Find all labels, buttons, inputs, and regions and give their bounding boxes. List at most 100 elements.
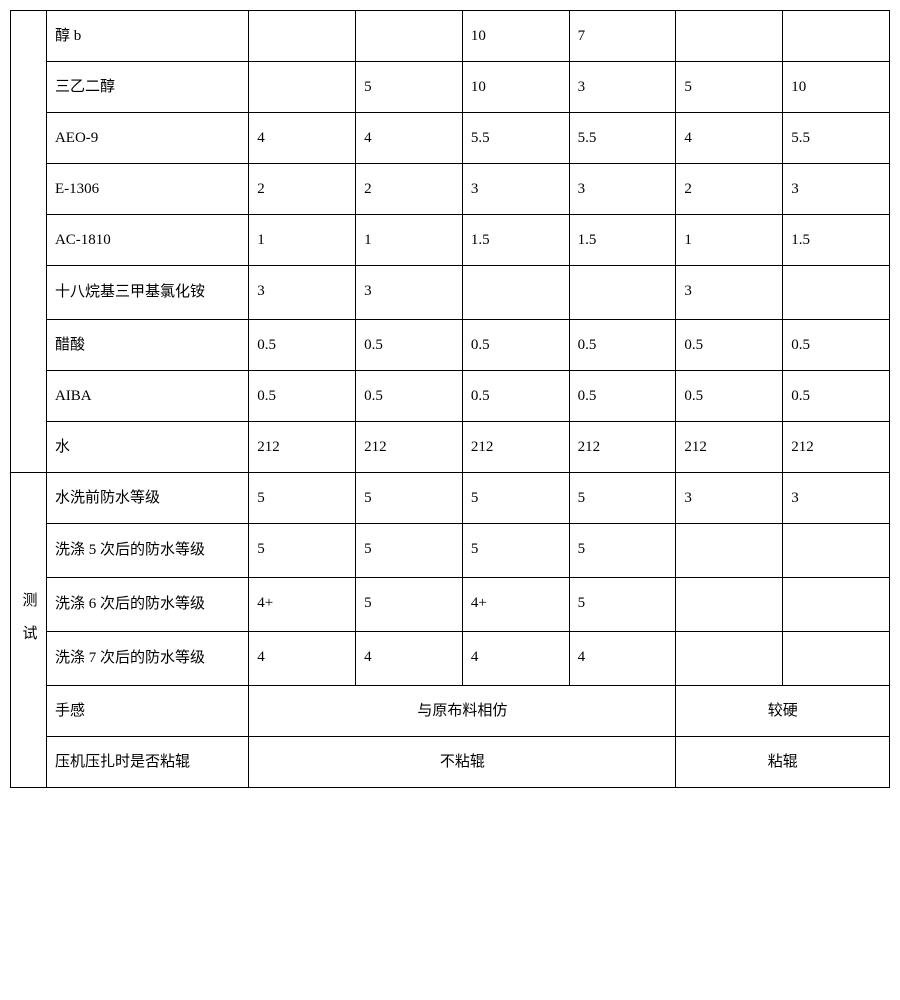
cell: 2 (249, 164, 356, 215)
cell: 1.5 (569, 215, 676, 266)
cell: 0.5 (356, 320, 463, 371)
cell: 0.5 (676, 320, 783, 371)
cell: 0.5 (462, 320, 569, 371)
cell (783, 266, 890, 320)
section1-label (11, 11, 47, 473)
cell: 4 (676, 113, 783, 164)
cell: 5 (356, 578, 463, 632)
row-name: 醋酸 (46, 320, 248, 371)
cell: 3 (783, 473, 890, 524)
merged-cell: 不粘辊 (249, 737, 676, 788)
cell: 3 (356, 266, 463, 320)
cell: 212 (569, 422, 676, 473)
cell: 7 (569, 11, 676, 62)
cell: 10 (462, 11, 569, 62)
cell: 3 (569, 164, 676, 215)
cell: 5 (356, 524, 463, 578)
row-name: E-1306 (46, 164, 248, 215)
cell: 212 (249, 422, 356, 473)
cell: 10 (783, 62, 890, 113)
cell: 1.5 (462, 215, 569, 266)
cell: 10 (462, 62, 569, 113)
cell (783, 632, 890, 686)
row-name: 醇 b (46, 11, 248, 62)
cell: 5.5 (783, 113, 890, 164)
cell: 0.5 (249, 320, 356, 371)
cell: 5 (462, 524, 569, 578)
merged-cell: 粘辊 (676, 737, 890, 788)
cell (783, 578, 890, 632)
cell: 0.5 (783, 371, 890, 422)
cell: 5.5 (569, 113, 676, 164)
cell: 0.5 (676, 371, 783, 422)
section2-label: 测试 (11, 473, 47, 788)
cell: 3 (783, 164, 890, 215)
row-name: 三乙二醇 (46, 62, 248, 113)
cell (676, 578, 783, 632)
cell: 5 (569, 524, 676, 578)
cell: 4 (462, 632, 569, 686)
row-name: AC-1810 (46, 215, 248, 266)
row-name: 十八烷基三甲基氯化铵 (46, 266, 248, 320)
cell: 5.5 (462, 113, 569, 164)
cell: 4 (356, 632, 463, 686)
cell (783, 11, 890, 62)
row-name: 压机压扎时是否粘辊 (46, 737, 248, 788)
cell (783, 524, 890, 578)
cell: 0.5 (249, 371, 356, 422)
data-table: 醇 b 10 7 三乙二醇 5 10 3 5 10 AEO-9 4 4 5.5 … (10, 10, 890, 788)
row-name: 手感 (46, 686, 248, 737)
cell: 1 (356, 215, 463, 266)
cell: 5 (676, 62, 783, 113)
cell: 3 (569, 62, 676, 113)
section2-label-text: 测试 (13, 592, 43, 658)
row-name: 洗涤 7 次后的防水等级 (46, 632, 248, 686)
cell: 5 (249, 473, 356, 524)
cell: 4 (569, 632, 676, 686)
cell: 0.5 (569, 371, 676, 422)
cell: 0.5 (356, 371, 463, 422)
cell (569, 266, 676, 320)
cell (356, 11, 463, 62)
cell: 212 (783, 422, 890, 473)
cell: 212 (462, 422, 569, 473)
cell: 3 (676, 266, 783, 320)
cell: 4+ (462, 578, 569, 632)
cell: 1 (249, 215, 356, 266)
cell: 5 (462, 473, 569, 524)
cell: 0.5 (569, 320, 676, 371)
row-name: AIBA (46, 371, 248, 422)
cell: 212 (356, 422, 463, 473)
cell: 2 (356, 164, 463, 215)
cell: 4+ (249, 578, 356, 632)
row-name: 洗涤 6 次后的防水等级 (46, 578, 248, 632)
row-name: 水洗前防水等级 (46, 473, 248, 524)
merged-cell: 较硬 (676, 686, 890, 737)
cell (676, 524, 783, 578)
cell: 4 (249, 113, 356, 164)
cell: 5 (249, 524, 356, 578)
cell: 3 (249, 266, 356, 320)
cell: 2 (676, 164, 783, 215)
cell: 5 (356, 62, 463, 113)
cell (462, 266, 569, 320)
merged-cell: 与原布料相仿 (249, 686, 676, 737)
cell (676, 632, 783, 686)
row-name: 洗涤 5 次后的防水等级 (46, 524, 248, 578)
cell: 3 (676, 473, 783, 524)
cell (249, 11, 356, 62)
cell: 212 (676, 422, 783, 473)
cell: 5 (569, 473, 676, 524)
cell: 4 (356, 113, 463, 164)
cell: 3 (462, 164, 569, 215)
cell: 0.5 (462, 371, 569, 422)
row-name: AEO-9 (46, 113, 248, 164)
cell: 5 (569, 578, 676, 632)
cell: 5 (356, 473, 463, 524)
row-name: 水 (46, 422, 248, 473)
cell: 1 (676, 215, 783, 266)
cell (249, 62, 356, 113)
cell: 1.5 (783, 215, 890, 266)
cell: 4 (249, 632, 356, 686)
cell: 0.5 (783, 320, 890, 371)
